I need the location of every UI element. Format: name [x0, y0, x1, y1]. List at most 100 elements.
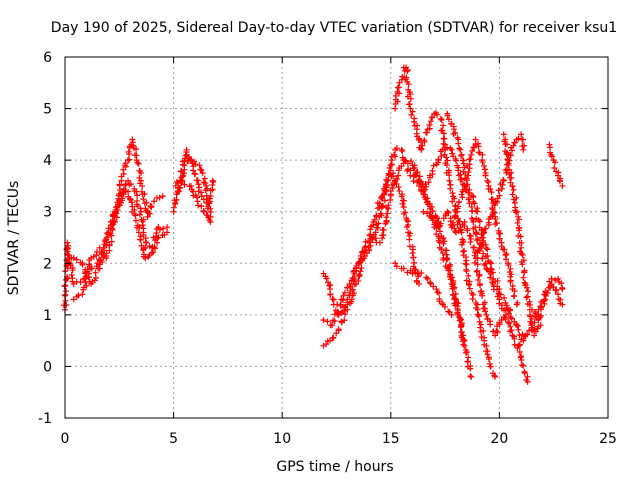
- data-point-Q: [514, 219, 521, 226]
- data-point-I: [324, 318, 331, 325]
- data-point-F: [195, 202, 202, 209]
- data-point-I: [457, 329, 464, 336]
- data-point-G: [406, 236, 413, 243]
- data-point-O: [485, 179, 492, 186]
- data-point-L: [484, 246, 491, 253]
- data-point-O: [475, 149, 482, 156]
- data-point-F: [173, 178, 180, 185]
- data-point-O: [488, 189, 495, 196]
- data-point-A: [131, 152, 138, 159]
- data-point-M: [456, 145, 463, 152]
- data-point-M: [469, 216, 476, 223]
- data-point-O: [465, 169, 472, 176]
- data-point-M: [452, 129, 459, 136]
- data-point-M: [494, 293, 501, 300]
- data-point-C: [103, 242, 110, 249]
- y-tick-label: -1: [38, 411, 52, 427]
- data-point-N: [506, 310, 513, 317]
- x-tick-label: 20: [490, 431, 508, 447]
- data-point-J: [396, 79, 403, 86]
- data-point-B: [75, 292, 82, 299]
- data-point-M: [480, 250, 487, 257]
- data-point-C: [150, 249, 157, 256]
- data-point-J: [477, 324, 484, 331]
- data-point-M: [455, 140, 462, 147]
- data-point-D: [170, 204, 177, 211]
- data-point-G: [399, 191, 406, 198]
- data-point-J: [407, 95, 414, 102]
- data-point-O: [469, 148, 476, 155]
- data-point-G: [378, 194, 385, 201]
- data-point-G: [410, 254, 417, 261]
- data-point-J: [434, 111, 441, 118]
- data-point-Q: [506, 157, 513, 164]
- data-point-I: [448, 280, 455, 287]
- data-point-N: [501, 314, 508, 321]
- data-point-O: [507, 278, 514, 285]
- data-point-C: [140, 246, 147, 253]
- data-point-O: [458, 191, 465, 198]
- data-point-A: [136, 174, 143, 181]
- data-point-L: [483, 245, 490, 252]
- data-point-L: [502, 299, 509, 306]
- data-point-O: [484, 177, 491, 184]
- data-point-S: [531, 308, 538, 315]
- data-point-Q: [507, 179, 514, 186]
- tick-layer: 0 5 10 15 20 25 -1 0 1 2 3 4 5 6: [38, 50, 617, 447]
- data-point-B: [160, 225, 167, 232]
- data-point-F: [181, 181, 188, 188]
- data-point-C: [125, 188, 132, 195]
- data-point-N: [487, 321, 494, 328]
- data-point-C: [154, 235, 161, 242]
- data-point-B: [82, 275, 89, 282]
- data-point-J: [428, 114, 435, 121]
- data-point-S: [555, 275, 562, 282]
- data-point-E: [203, 192, 210, 199]
- data-point-D: [209, 182, 216, 189]
- data-point-J: [411, 118, 418, 125]
- data-point-O: [495, 230, 502, 237]
- data-point-I: [445, 267, 452, 274]
- data-point-H: [468, 373, 475, 380]
- data-point-J: [426, 122, 433, 129]
- data-point-N: [470, 244, 477, 251]
- data-point-L: [447, 145, 454, 152]
- data-point-A: [122, 160, 129, 167]
- data-point-K: [392, 260, 399, 267]
- data-point-L: [501, 294, 508, 301]
- data-point-E: [187, 157, 194, 164]
- data-point-O: [461, 182, 468, 189]
- data-point-O: [459, 186, 466, 193]
- data-point-A: [151, 198, 158, 205]
- data-point-I: [447, 276, 454, 283]
- data-point-I: [331, 318, 338, 325]
- data-point-M: [516, 349, 523, 356]
- data-point-B: [70, 296, 77, 303]
- data-point-A: [133, 146, 140, 153]
- data-point-A: [145, 210, 152, 217]
- data-point-I: [452, 302, 459, 309]
- data-point-I: [440, 256, 447, 263]
- data-point-N: [477, 282, 484, 289]
- data-point-M: [466, 200, 473, 207]
- data-point-N: [464, 227, 471, 234]
- data-point-B: [153, 226, 160, 233]
- data-point-J: [449, 198, 456, 205]
- data-point-I: [461, 337, 468, 344]
- data-point-J: [400, 64, 407, 71]
- data-point-M: [519, 361, 526, 368]
- data-point-H: [373, 239, 380, 246]
- data-point-G: [327, 281, 334, 288]
- data-point-Q: [520, 274, 527, 281]
- data-point-H: [323, 341, 330, 348]
- data-point-E: [206, 217, 213, 224]
- data-point-C: [85, 274, 92, 281]
- data-point-R: [520, 333, 527, 340]
- data-point-H: [467, 365, 474, 372]
- data-point-L: [508, 315, 515, 322]
- data-point-O: [496, 235, 503, 242]
- data-point-Q: [518, 239, 525, 246]
- data-point-G: [411, 259, 418, 266]
- data-point-P: [480, 230, 487, 237]
